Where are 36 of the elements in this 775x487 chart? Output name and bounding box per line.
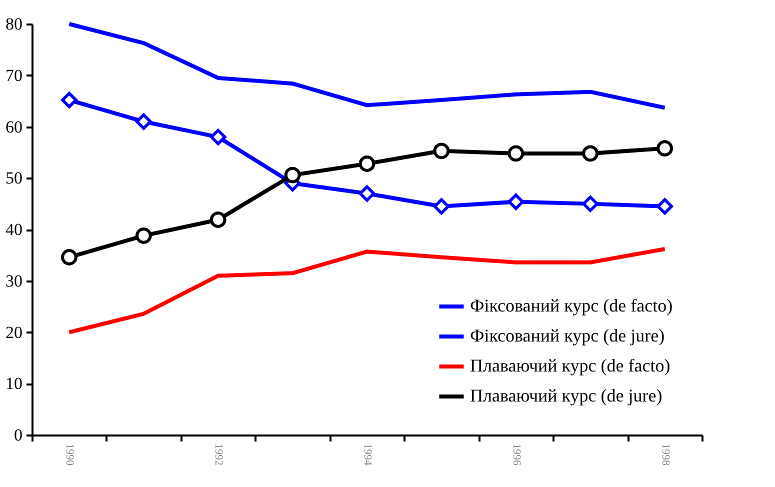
y-tick-label: 0 <box>14 426 22 444</box>
point <box>582 196 599 212</box>
y-tick-label: 40 <box>6 220 22 239</box>
legend-label: Плаваючий курс (de facto) <box>470 356 670 376</box>
x-tick-label: 1996 <box>510 444 522 466</box>
point <box>135 113 152 130</box>
legend-label: Фіксований курс (de facto) <box>470 296 673 316</box>
point <box>61 92 78 108</box>
point <box>582 145 599 162</box>
point <box>358 185 376 202</box>
legend-label: Плаваючий курс (de jure) <box>470 386 662 406</box>
point <box>508 194 524 210</box>
y-tick-label: 80 <box>6 14 22 34</box>
y-tick-label: 20 <box>6 322 22 342</box>
point <box>433 142 450 160</box>
y-tick-label: 50 <box>6 168 22 188</box>
point <box>656 198 673 215</box>
y-tick-label: 10 <box>6 374 22 394</box>
line-series <box>67 22 667 110</box>
point <box>508 145 524 162</box>
point <box>433 198 450 215</box>
y-tick-label: 60 <box>6 117 22 136</box>
point <box>135 227 152 244</box>
x-tick-label: 1998 <box>659 444 672 466</box>
point <box>358 156 376 172</box>
x-tick-label: 1992 <box>212 444 225 466</box>
point <box>61 249 78 266</box>
point <box>210 128 226 146</box>
point <box>284 166 301 184</box>
point <box>656 140 673 157</box>
legend-label: Фіксований курс (de jure) <box>470 326 665 346</box>
y-tick-label: 30 <box>6 271 22 290</box>
x-tick-label: 1990 <box>64 444 76 466</box>
y-tick-label: 70 <box>6 66 22 85</box>
point <box>210 212 226 228</box>
x-tick-label: 1994 <box>362 444 374 466</box>
